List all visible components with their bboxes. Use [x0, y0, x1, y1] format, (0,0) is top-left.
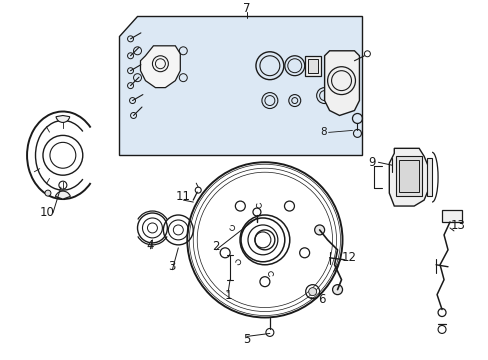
Wedge shape — [55, 191, 70, 199]
Text: 2: 2 — [212, 240, 220, 253]
Text: 8: 8 — [319, 127, 326, 138]
Polygon shape — [119, 16, 362, 155]
FancyBboxPatch shape — [398, 160, 418, 192]
FancyBboxPatch shape — [307, 59, 317, 73]
FancyBboxPatch shape — [426, 158, 431, 196]
Circle shape — [332, 285, 342, 294]
Text: 11: 11 — [175, 190, 190, 203]
Text: 7: 7 — [243, 3, 250, 15]
Circle shape — [45, 190, 51, 196]
FancyBboxPatch shape — [304, 56, 320, 76]
Text: 6: 6 — [317, 293, 325, 306]
Text: 12: 12 — [341, 251, 356, 264]
FancyBboxPatch shape — [441, 210, 461, 222]
Text: 10: 10 — [40, 206, 54, 219]
Text: 13: 13 — [450, 220, 465, 233]
Polygon shape — [324, 51, 359, 116]
Text: 4: 4 — [146, 239, 154, 252]
Circle shape — [308, 288, 316, 296]
Polygon shape — [140, 46, 180, 87]
Wedge shape — [56, 116, 70, 122]
Polygon shape — [388, 148, 428, 206]
Text: 5: 5 — [243, 333, 250, 346]
FancyBboxPatch shape — [395, 156, 421, 196]
Text: 1: 1 — [224, 289, 231, 302]
Circle shape — [314, 225, 324, 235]
Text: 3: 3 — [168, 260, 176, 273]
Text: 9: 9 — [367, 156, 375, 169]
